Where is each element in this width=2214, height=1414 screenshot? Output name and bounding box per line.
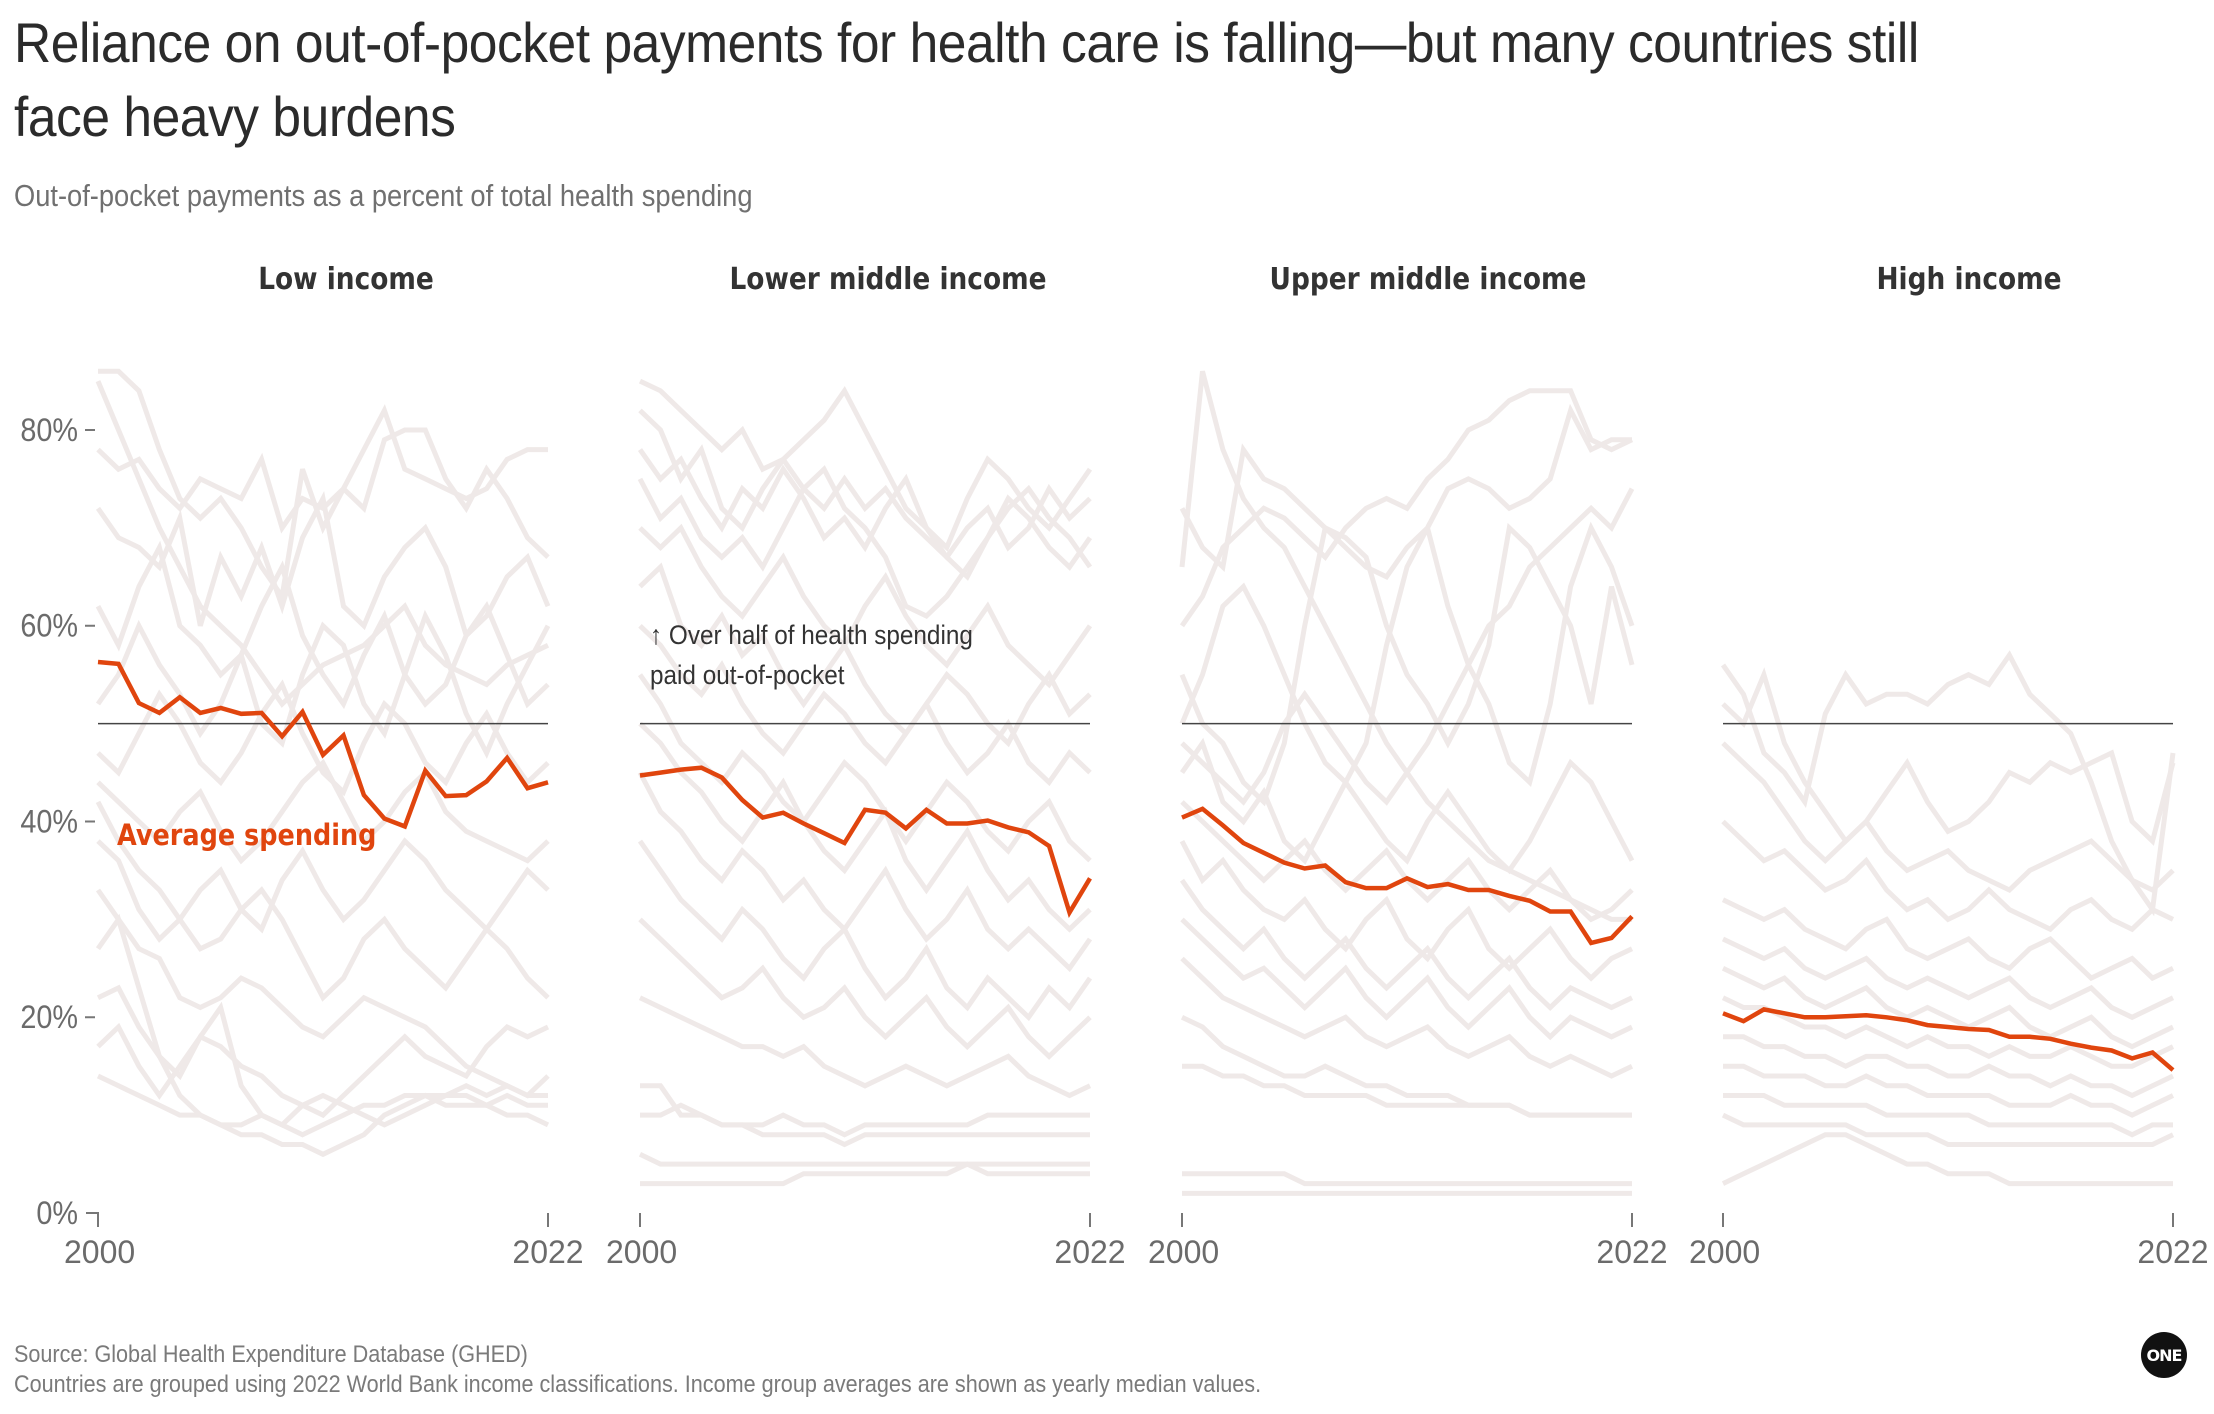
country-line xyxy=(1179,388,1634,628)
country-line xyxy=(1179,521,1635,788)
country-line xyxy=(98,368,550,603)
country-line xyxy=(1180,487,1635,806)
y-tick-mark xyxy=(86,1212,99,1227)
country-line xyxy=(95,609,551,759)
country-line xyxy=(1721,667,2176,846)
country-line xyxy=(1179,737,1635,875)
country-line xyxy=(96,984,550,1158)
x-tick-label: 2022 xyxy=(1596,1234,1667,1270)
country-line xyxy=(1179,839,1634,982)
average-line xyxy=(1181,806,1634,946)
country-line xyxy=(1723,1063,2175,1118)
country-line xyxy=(1179,370,1632,922)
country-line xyxy=(1180,956,1634,1079)
x-tick-label: 2000 xyxy=(606,1234,677,1270)
country-line xyxy=(95,540,550,710)
country-line xyxy=(1721,897,2175,982)
country-line xyxy=(1179,878,1634,1011)
country-line xyxy=(638,562,1092,748)
country-line xyxy=(1180,917,1634,1041)
country-line xyxy=(1179,522,1635,807)
annotation-line-1: Over half of health spending xyxy=(668,620,973,650)
average-line xyxy=(639,765,1092,918)
facet-title-low-income: Low income xyxy=(258,262,434,297)
facet-title-upper-middle-income: Upper middle income xyxy=(1269,262,1587,297)
footer: Source: Global Health Expenditure Databa… xyxy=(14,1340,1261,1400)
x-tick-label: 2022 xyxy=(1054,1234,1125,1270)
country-line xyxy=(1721,819,2175,933)
country-line xyxy=(1721,1112,2175,1147)
average-line xyxy=(1722,1007,2175,1072)
country-line xyxy=(638,721,1092,933)
average-spending-label: Average spending xyxy=(117,818,377,852)
country-line xyxy=(96,1073,548,1138)
reference-annotation: ↑ Over half of health spending paid out-… xyxy=(650,615,973,695)
x-tick-label: 2000 xyxy=(1689,1234,1760,1270)
arrow-up-icon: ↑ xyxy=(650,620,663,650)
country-line xyxy=(638,1152,1090,1167)
country-line xyxy=(95,888,550,1099)
country-line xyxy=(95,913,550,1119)
country-line xyxy=(96,837,550,943)
country-line xyxy=(95,800,550,1002)
country-line xyxy=(1723,1093,2173,1138)
chart-subtitle: Out-of-pocket payments as a percent of t… xyxy=(14,178,753,213)
country-line xyxy=(1721,936,2175,1021)
country-line xyxy=(1182,1171,1632,1187)
average-line xyxy=(97,659,549,830)
country-line xyxy=(640,1161,1090,1187)
country-line xyxy=(638,378,1092,562)
facet-title-high-income: High income xyxy=(1876,262,2062,297)
x-tick-label: 2000 xyxy=(1148,1234,1219,1270)
country-line xyxy=(1721,741,2175,894)
y-tick-label: 40% xyxy=(20,804,78,840)
x-tick-label: 2022 xyxy=(512,1234,583,1270)
source-note: Source: Global Health Expenditure Databa… xyxy=(14,1341,528,1368)
country-line xyxy=(638,385,1093,552)
country-line xyxy=(1721,966,2175,1050)
y-tick-label: 20% xyxy=(20,1000,78,1036)
country-line xyxy=(638,623,1092,787)
one-logo: ONE xyxy=(2141,1332,2187,1378)
country-line xyxy=(1721,1132,2173,1187)
method-note: Countries are grouped using 2022 World B… xyxy=(14,1371,1262,1398)
annotation-line-2: paid out-of-pocket xyxy=(650,660,845,690)
country-line xyxy=(1182,1063,1632,1118)
country-line xyxy=(1721,995,2175,1069)
country-line xyxy=(640,1083,1090,1148)
y-tick-label: 80% xyxy=(20,413,78,449)
y-tick-label: 0% xyxy=(36,1196,78,1232)
country-line xyxy=(638,523,1093,689)
country-line xyxy=(1180,1015,1632,1118)
x-tick-label: 2022 xyxy=(2137,1234,2208,1270)
country-line xyxy=(96,679,550,797)
country-line xyxy=(96,758,550,865)
country-line xyxy=(1723,1034,2175,1099)
country-line xyxy=(1179,403,1632,580)
country-line xyxy=(638,995,1092,1099)
x-tick-label: 2000 xyxy=(64,1234,135,1270)
country-line xyxy=(96,1001,548,1128)
country-line xyxy=(95,380,550,708)
facet-title-lower-middle-income: Lower middle income xyxy=(729,262,1047,297)
y-tick-label: 60% xyxy=(20,608,78,644)
country-line xyxy=(637,465,1093,620)
country-line xyxy=(638,917,1092,1060)
country-line xyxy=(1720,650,2176,917)
chart-title: Reliance on out-of-pocket payments for h… xyxy=(14,11,1919,148)
country-line xyxy=(637,839,1093,1022)
country-line xyxy=(637,771,1093,973)
